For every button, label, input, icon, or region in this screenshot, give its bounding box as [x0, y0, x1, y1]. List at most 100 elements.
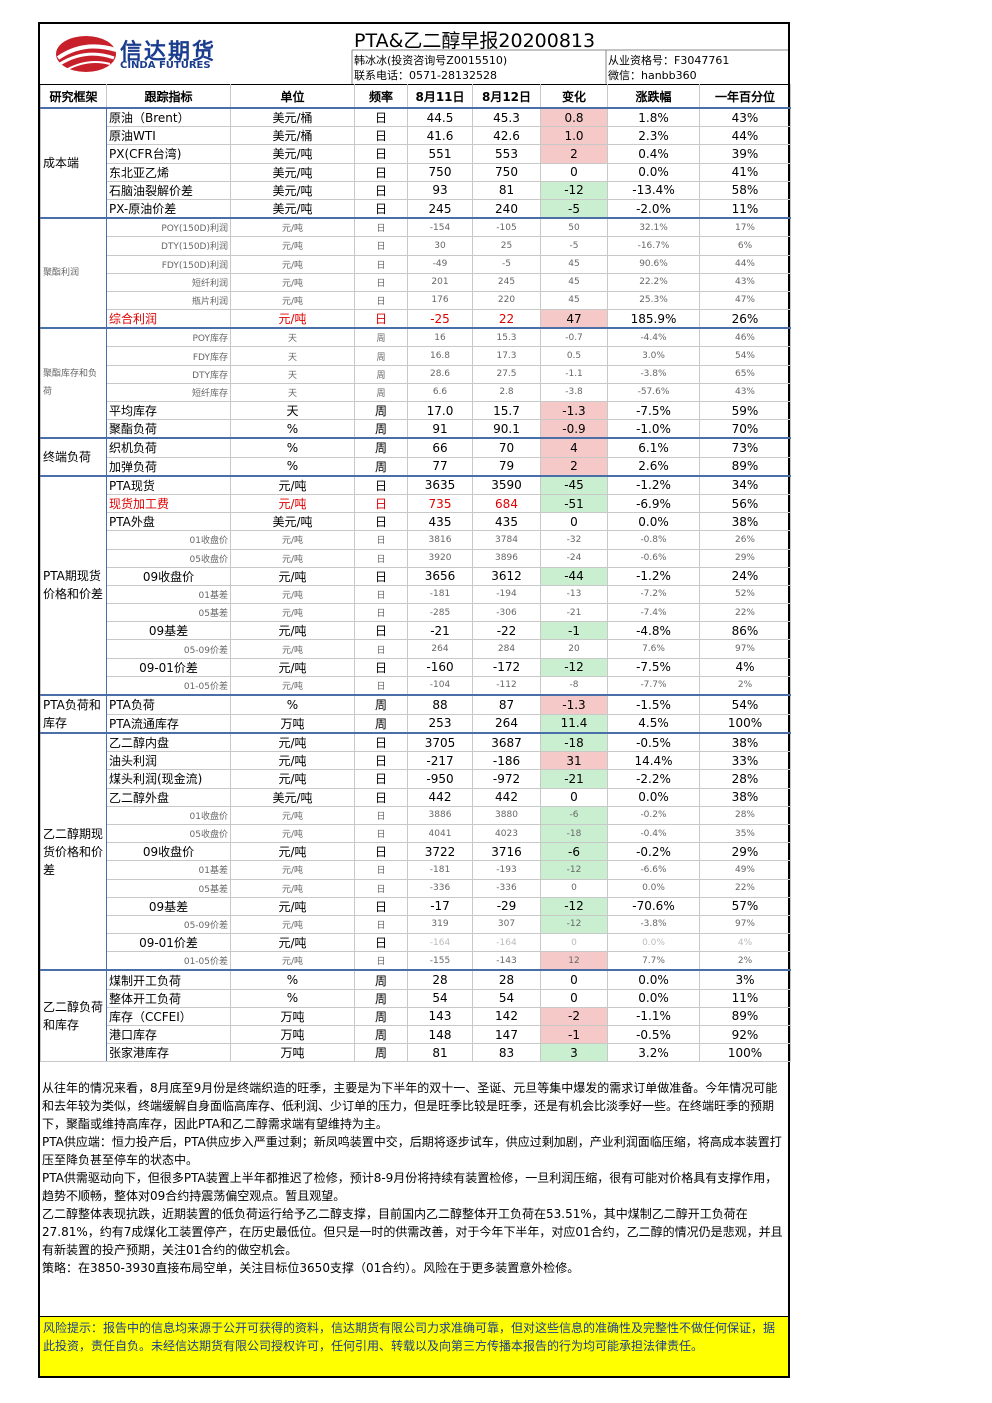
table-cell: 49%	[699, 860, 791, 880]
table-cell: 750	[407, 162, 473, 182]
table-row: 乙二醇期现货价格和价差 乙二醇内盘 元/吨日 3705 3687 -18 -0.5% 38%	[40, 731, 791, 971]
table-cell: -18	[540, 823, 608, 844]
table-cell: 0.0%	[607, 162, 700, 182]
column-header: 8月11日	[407, 84, 473, 109]
table-cell: -21	[540, 769, 608, 789]
table-cell: -336	[407, 878, 473, 898]
table-cell: 日	[354, 126, 408, 146]
table-cell: -181	[407, 860, 473, 880]
table-cell: 44%	[699, 126, 791, 146]
column-header: 频率	[354, 84, 408, 109]
table-cell: 44.5	[407, 107, 473, 128]
table-cell: 日	[354, 548, 408, 568]
table-cell: 09收盘价	[106, 842, 231, 862]
table-cell: -1	[540, 621, 608, 641]
table-cell: 05收盘价	[106, 548, 231, 568]
table-cell: -194	[472, 584, 541, 605]
table-cell: 38%	[699, 787, 791, 807]
table-cell: 元/吨	[230, 823, 355, 844]
table-row: 01-05价差 元/吨日 -155 -143 12 7.7% 2%	[41, 951, 791, 971]
table-cell: DTY(150D)利润	[106, 236, 231, 256]
table-row: 成本端 原油（Brent） 美元/桶日 44.5 45.3 0.8 1.8% 43%	[40, 106, 791, 219]
table-cell: %	[230, 969, 355, 990]
table-cell: 01基差	[106, 860, 231, 880]
table-cell: 港口库存	[106, 1024, 231, 1045]
table-cell: %	[230, 988, 355, 1008]
column-header: 变化	[540, 84, 608, 109]
table-cell: 0.5	[540, 346, 608, 366]
table-cell: 176	[407, 290, 473, 311]
table-cell: 17.3	[472, 346, 541, 366]
table-cell: -18	[540, 732, 608, 753]
table-cell: 日	[354, 603, 408, 623]
table-cell: PX-原油价差	[106, 198, 231, 219]
table-cell: 01收盘价	[106, 805, 231, 825]
table-cell: -12	[540, 657, 608, 677]
table-cell: -143	[472, 951, 541, 971]
table-cell: 美元/吨	[230, 512, 355, 532]
table-cell: 12	[540, 951, 608, 971]
table-cell: 684	[472, 493, 541, 514]
table-cell: %	[230, 419, 355, 439]
table-row: PTA外盘 美元/吨日 435 435 0 0.0% 38%	[41, 512, 791, 532]
table-cell: 3590	[472, 474, 541, 495]
table-cell: -13	[540, 584, 608, 605]
column-header: 一年百分位	[699, 84, 791, 109]
table-cell: -7.4%	[607, 603, 700, 623]
data-table: 研究框架 跟踪指标 单位 频率 8月11日 8月12日 变化 涨跌幅 一年百分位 成本端 原油（B…	[40, 84, 791, 1063]
table-cell: -17	[407, 896, 473, 916]
table-cell: 万吨	[230, 1024, 355, 1045]
table-cell: 日	[354, 530, 408, 550]
table-cell: -1.3	[540, 400, 608, 421]
table-cell: 天	[230, 400, 355, 421]
table-cell: 14.4%	[607, 751, 700, 771]
table-cell: 日	[354, 290, 408, 311]
table-cell: -5	[540, 198, 608, 219]
table-row: 01收盘价 元/吨日 3886 3880 -6 -0.2% 28%	[41, 805, 791, 825]
table-cell: 美元/吨	[230, 144, 355, 164]
table-cell: 143	[407, 1006, 473, 1027]
title: PTA&乙二醇早报20200813	[354, 30, 596, 52]
table-cell: 2.3%	[607, 126, 700, 146]
table-cell: 库存（CCFEI）	[106, 1006, 231, 1027]
logo-mark	[56, 36, 117, 72]
table-cell: 日	[354, 823, 408, 844]
table-cell: -160	[407, 657, 473, 677]
section-label: 终端负荷	[40, 437, 107, 477]
table-cell: -1.0%	[607, 419, 700, 439]
table-cell: -1	[540, 1024, 608, 1045]
table-cell: PTA现货	[106, 474, 231, 495]
table-row: 05收盘价 元/吨日 3920 3896 -24 -0.6% 29%	[41, 548, 791, 568]
table-cell: -25	[407, 309, 473, 329]
wechat: 微信：hanbb360	[608, 69, 697, 82]
table-cell: 原油WTI	[106, 126, 231, 146]
table-cell: 0.0%	[607, 933, 700, 953]
table-cell: -16.7%	[607, 236, 700, 256]
table-cell: 元/吨	[230, 769, 355, 789]
table-cell: 2%	[699, 675, 791, 696]
table-cell: 16.8	[407, 346, 473, 366]
table-cell: 09基差	[106, 896, 231, 916]
table-row: 现货加工费 元/吨日 735 684 -51 -6.9% 56%	[41, 493, 791, 514]
table-cell: 万吨	[230, 1043, 355, 1063]
table-row: 终端负荷 织机负荷% 周 66 70 4 6.1% 73%	[40, 437, 791, 477]
logo-subtext: CINDA FUTURES	[120, 60, 211, 71]
table-cell: 47%	[699, 290, 791, 311]
table-cell: -154	[407, 217, 473, 238]
table-cell: 日	[354, 217, 408, 238]
table-row: 原油WTI 美元/桶日 41.6 42.6 1.0 2.3% 44%	[41, 126, 791, 146]
table-cell: 89%	[699, 1006, 791, 1027]
table-row: DTY库存天周 28.6 27.5 -1.1 -3.8% 65%	[41, 364, 791, 384]
table-cell: 44%	[699, 254, 791, 274]
table-cell: -70.6%	[607, 896, 700, 916]
table-cell: 70	[472, 437, 541, 458]
table-row: 05基差 元/吨日 -285 -306 -21 -7.4% 22%	[41, 603, 791, 623]
table-row: FDY库存天周 16.8 17.3 0.5 3.0% 54%	[41, 346, 791, 366]
table-row: PX(CFR台湾) 美元/吨日 551 553 2 0.4% 39%	[41, 144, 791, 164]
table-cell: 09收盘价	[106, 566, 231, 586]
logo-text: 信达期货	[120, 40, 217, 65]
table-cell: 442	[407, 787, 473, 807]
header-row: 研究框架 跟踪指标 单位 频率 8月11日 8月12日 变化 涨跌幅 一年百分位	[40, 84, 791, 109]
table-cell: 201	[407, 272, 473, 292]
table-cell: 88	[407, 694, 473, 715]
